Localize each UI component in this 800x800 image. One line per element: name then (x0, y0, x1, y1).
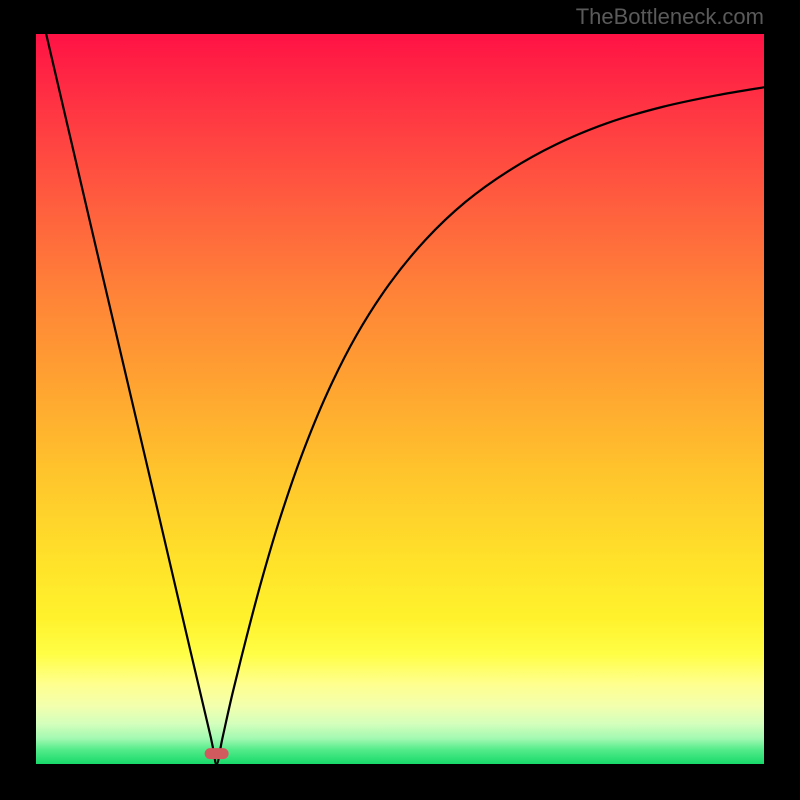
plot-area (36, 34, 764, 764)
bottleneck-chart: TheBottleneck.com (0, 0, 800, 800)
curve-path (46, 34, 764, 764)
curve-layer (36, 34, 764, 764)
watermark-text: TheBottleneck.com (576, 4, 764, 30)
valley-marker (204, 748, 229, 760)
